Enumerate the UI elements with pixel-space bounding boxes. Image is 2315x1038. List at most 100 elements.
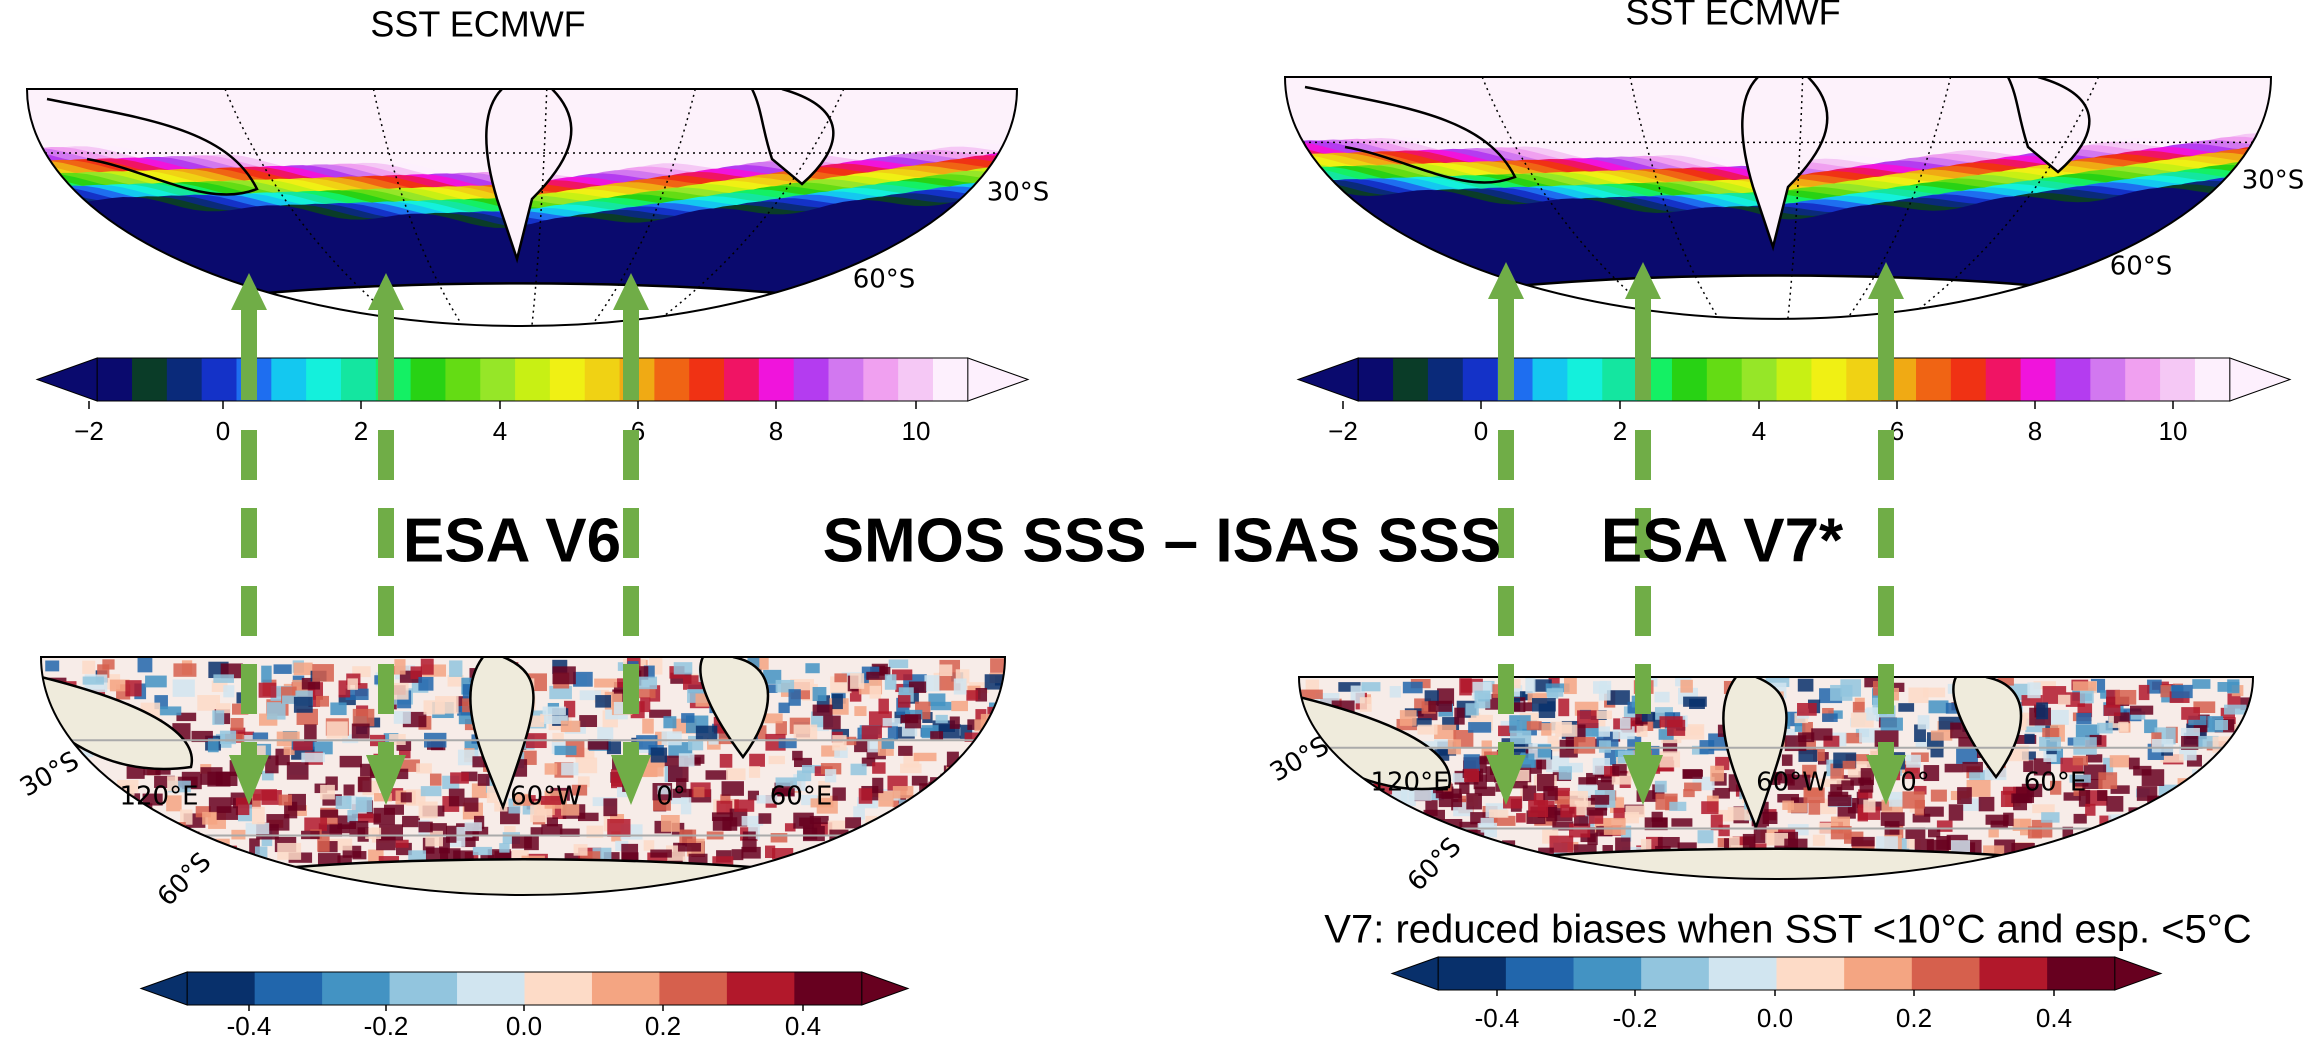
sst-colorbar-segment [2195,358,2230,401]
bias-cell [1454,708,1464,725]
bias-cell [854,706,866,716]
bias-cell [1924,807,1944,817]
bias-cell [898,695,911,708]
bias-cell [2115,690,2136,705]
bias-cell [134,850,153,864]
bias-cell [1701,801,1718,814]
bias-cell [159,706,181,715]
bias-cell [607,741,621,754]
bias-cell [943,780,956,790]
bias-cell [954,679,967,695]
bias-cell [2252,817,2267,828]
bias-cell [804,828,818,840]
bias-cell [1667,720,1685,736]
bias-cell [955,788,973,803]
bias-cell [2181,707,2200,720]
colorbar-tick-label: −2 [74,416,104,446]
bias-cell [2245,811,2261,824]
longitude-label: 120°E [1370,768,1449,798]
bias-cell [889,659,909,668]
bias-cell [1655,781,1667,793]
bias-cell [1843,761,1856,769]
page: {"panels": [ {"title": "SST ECMWF", "lat… [0,0,2315,1038]
colorbar-tick-label: 0.2 [1896,1003,1932,1033]
bias-cell [1342,835,1352,852]
bias-cell [1683,697,1707,707]
bias-cell [2150,815,2164,826]
bias-cell [97,834,116,849]
bias-cell [1710,766,1724,782]
bias-cell [1390,686,1401,698]
bias-colorbar-segment [322,972,390,1005]
bias-cell [1898,703,1914,712]
bias-cell [977,851,1000,866]
bias-colorbar-segment [592,972,660,1005]
bias-cell [102,659,114,669]
bias-cell [789,689,801,706]
bias-cell [2058,842,2078,859]
bias-cell [2152,831,2167,845]
bias-cell [316,696,329,707]
bias-cell [850,673,864,689]
bias-cell [950,716,960,728]
bias-cell [2113,823,2125,840]
bias-cell [886,841,896,851]
bias-cell [749,754,765,767]
bias-cell [1986,815,2009,825]
bias-cell [2181,810,2192,827]
bias-cell [220,731,236,744]
bias-cell [981,815,1003,825]
bias-cell [594,679,618,688]
sst-colorbar-segment [1742,358,1777,401]
colorbar-tick-label: 0.0 [506,1011,542,1038]
bias-cell [1690,727,1703,736]
bias-cell [1468,722,1491,733]
bias-cell [2137,842,2148,851]
bias-cell [952,805,973,818]
bias-cell [2187,787,2201,805]
bias-cell [1318,788,1342,798]
colorbar-tick-label: 8 [2028,416,2042,446]
bias-cell [2250,780,2262,794]
bias-cell [905,826,918,836]
bias-cell [1377,839,1390,853]
bias-cell [1481,818,1494,833]
bias-cell [651,748,667,763]
bias-colorbar-segment [659,972,727,1005]
bias-cell [2199,802,2212,817]
bias-cell [1368,843,1382,859]
bias-cell [898,746,912,756]
bias-cell [401,792,412,802]
bias-cell [661,815,680,832]
bias-cell [349,821,368,837]
colorbar-tick-label: 4 [1752,416,1766,446]
bias-cell [138,658,153,673]
sst-colorbar-end [37,358,97,401]
colorbar-tick-label: 8 [769,416,783,446]
version-label: ESA V7* [1601,506,1844,575]
bias-cell [106,820,123,834]
latitude-label: 30°S [15,746,84,803]
longitude-label: 60°W [510,782,582,812]
bias-colorbar-segment [794,972,862,1005]
bias-cell [138,830,161,844]
bias-cell [987,786,1004,795]
bias-cell [312,664,334,682]
bias-cell [545,763,558,774]
bias-cell [2215,720,2228,730]
bias-cell [2086,754,2102,762]
bias-cell [1527,721,1542,730]
latitude-label: 60°S [152,847,217,912]
bias-cell [1698,830,1714,843]
bias-cell [543,707,566,716]
bias-cell [573,672,593,687]
bias-cell [668,766,689,782]
bias-cell [1587,807,1607,815]
sst-colorbar-segment [1533,358,1568,401]
bias-cell [1574,737,1595,754]
bias-cell [1002,695,1017,709]
bias-cell [320,810,338,818]
bias-cell [866,672,886,680]
bias-cell [44,793,66,802]
bias-cell [2115,843,2132,853]
